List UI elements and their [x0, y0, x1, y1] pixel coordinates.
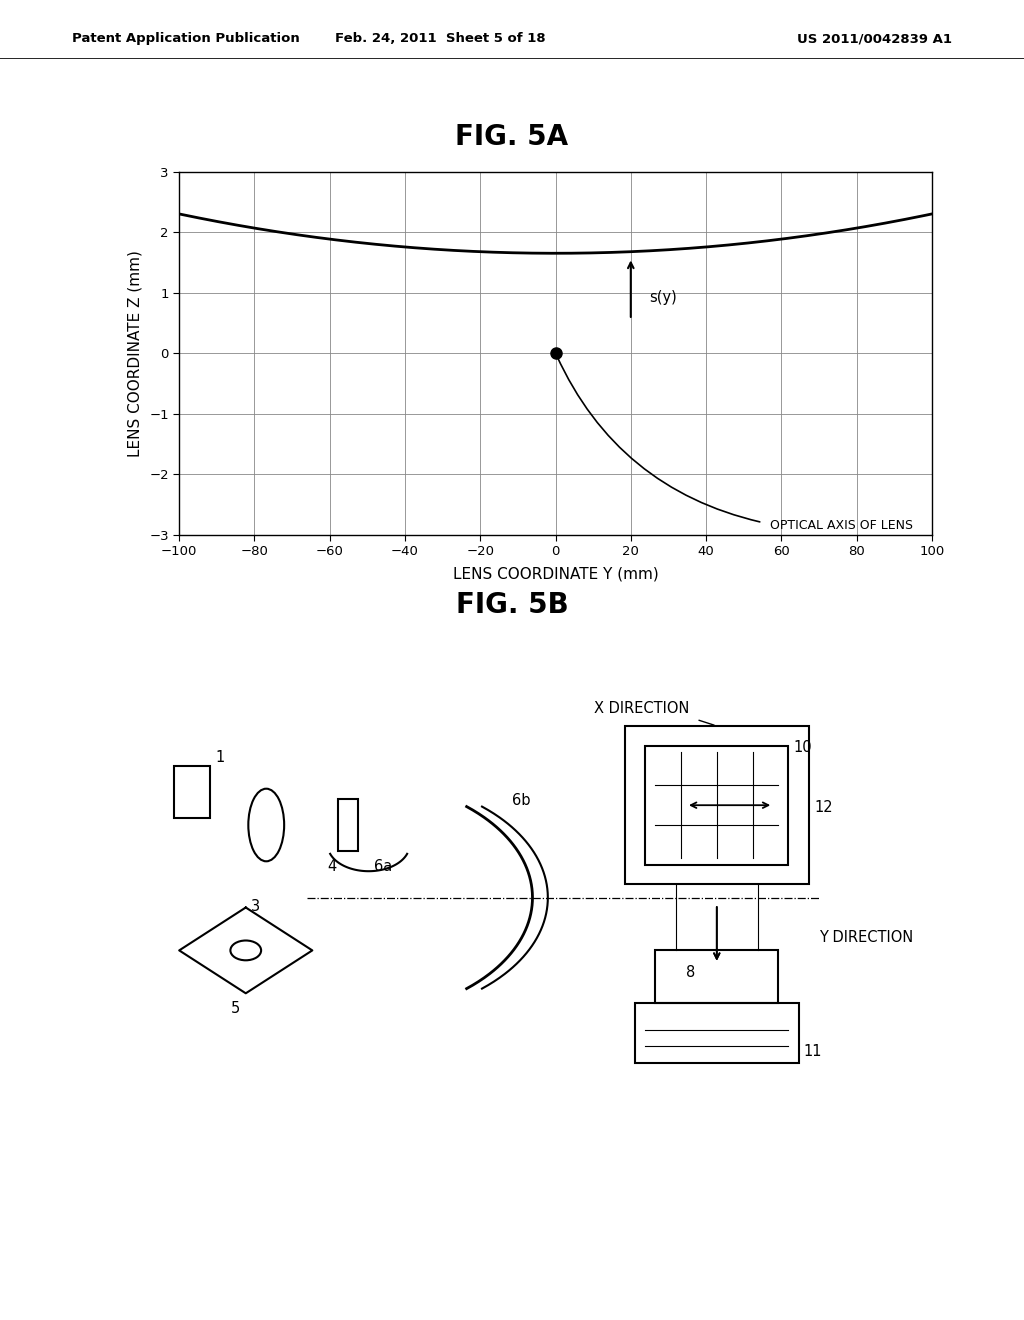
- Y-axis label: LENS COORDINATE Z (mm): LENS COORDINATE Z (mm): [127, 249, 142, 457]
- Text: 5: 5: [230, 1001, 240, 1016]
- Text: 12: 12: [814, 800, 833, 814]
- Text: s(y): s(y): [649, 289, 677, 305]
- X-axis label: LENS COORDINATE Y (mm): LENS COORDINATE Y (mm): [453, 566, 658, 581]
- Text: FIG. 5B: FIG. 5B: [456, 591, 568, 619]
- Bar: [635, 1003, 799, 1063]
- Text: 10: 10: [794, 741, 812, 755]
- Text: US 2011/0042839 A1: US 2011/0042839 A1: [798, 32, 952, 45]
- Bar: [174, 766, 210, 818]
- Bar: [338, 799, 358, 851]
- Bar: [625, 726, 809, 884]
- Text: X DIRECTION: X DIRECTION: [594, 701, 689, 715]
- Text: 1: 1: [215, 750, 224, 766]
- Text: 4: 4: [328, 859, 337, 874]
- Text: 6b: 6b: [512, 793, 530, 808]
- Bar: [645, 746, 788, 865]
- Text: Patent Application Publication: Patent Application Publication: [72, 32, 299, 45]
- Bar: [655, 950, 778, 1003]
- Text: 3: 3: [251, 899, 260, 913]
- Text: FIG. 5A: FIG. 5A: [456, 123, 568, 150]
- Text: Feb. 24, 2011  Sheet 5 of 18: Feb. 24, 2011 Sheet 5 of 18: [335, 32, 546, 45]
- Text: OPTICAL AXIS OF LENS: OPTICAL AXIS OF LENS: [770, 519, 913, 532]
- Text: 6a: 6a: [374, 859, 392, 874]
- Text: 11: 11: [804, 1044, 822, 1059]
- Text: Y DIRECTION: Y DIRECTION: [819, 929, 913, 945]
- Text: 8: 8: [686, 965, 695, 979]
